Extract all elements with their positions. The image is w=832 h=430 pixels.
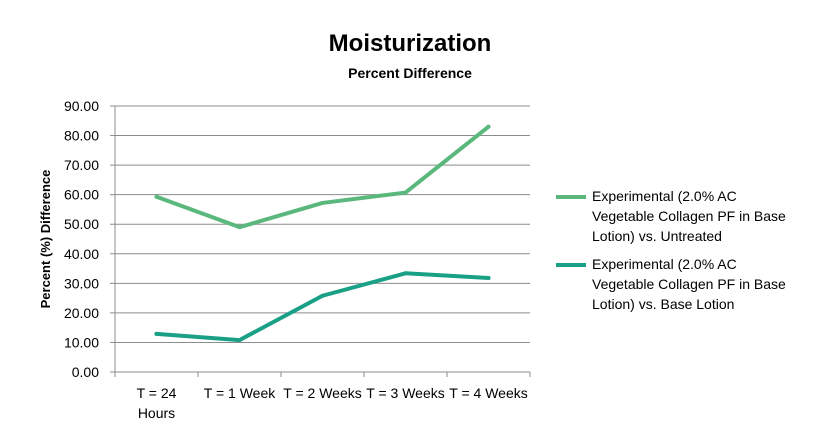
chart-subtitle: Percent Difference — [348, 65, 472, 81]
legend-label-line: Experimental (2.0% AC — [592, 256, 737, 272]
y-axis-title: Percent (%) Difference — [38, 170, 53, 309]
y-tick-label: 70.00 — [64, 157, 99, 173]
legend-label-line: Lotion) vs. Untreated — [592, 228, 722, 244]
series-line-0 — [154, 124, 491, 230]
y-tick-label: 30.00 — [64, 275, 99, 291]
data-point — [486, 124, 491, 129]
y-tick-label: 20.00 — [64, 305, 99, 321]
data-point — [237, 338, 242, 343]
x-tick-label: Hours — [138, 405, 175, 421]
y-tick-label: 60.00 — [64, 187, 99, 203]
y-tick-label: 0.00 — [72, 364, 99, 380]
x-tick-label: T = 24 — [137, 385, 177, 401]
legend-label-line: Experimental (2.0% AC — [592, 188, 737, 204]
legend-label-line: Lotion) vs. Base Lotion — [592, 296, 735, 312]
legend-swatch-untreated — [556, 195, 586, 199]
y-tick-label: 40.00 — [64, 246, 99, 262]
y-tick-label: 50.00 — [64, 216, 99, 232]
data-point — [320, 293, 325, 298]
data-point — [154, 331, 159, 336]
x-tick-label: T = 4 Weeks — [449, 385, 527, 401]
legend-label-line: Vegetable Collagen PF in Base — [592, 276, 786, 292]
x-tick-label: T = 3 Weeks — [366, 385, 444, 401]
y-tick-label: 90.00 — [64, 98, 99, 114]
data-point — [237, 225, 242, 230]
x-tick-label: T = 2 Weeks — [283, 385, 361, 401]
legend-item-base-lotion: Experimental (2.0% AC Vegetable Collagen… — [556, 254, 806, 314]
legend-label-line: Vegetable Collagen PF in Base — [592, 208, 786, 224]
legend-swatch-base-lotion — [556, 263, 586, 267]
data-point — [486, 276, 491, 281]
x-tick-label: T = 1 Week — [204, 385, 276, 401]
chart-title: Moisturization — [328, 30, 492, 57]
data-point — [320, 200, 325, 205]
data-point — [403, 271, 408, 276]
data-point — [403, 190, 408, 195]
legend: Experimental (2.0% AC Vegetable Collagen… — [556, 186, 806, 322]
data-point — [154, 194, 159, 199]
y-tick-label: 10.00 — [64, 334, 99, 350]
legend-item-untreated: Experimental (2.0% AC Vegetable Collagen… — [556, 186, 806, 246]
y-tick-label: 80.00 — [64, 128, 99, 144]
